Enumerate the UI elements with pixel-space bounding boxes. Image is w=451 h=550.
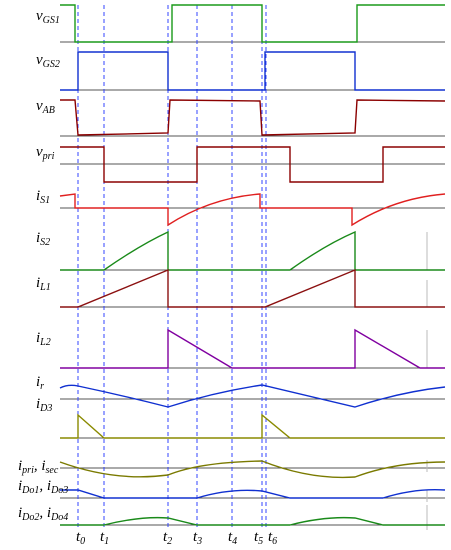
label-text: i [18,478,22,494]
label-text: i [36,330,40,346]
time-label: t2 [163,529,172,547]
subscript: Do2 [21,512,39,523]
subscript: 2 [167,536,172,547]
label-text: t [228,529,233,545]
waveforms [59,4,446,526]
subscript: 4 [232,536,237,547]
signal-label: iL1 [36,275,51,293]
label-text: t [268,529,273,545]
label-text: v [36,8,43,24]
label-text: i [36,275,40,291]
signal-label: iDo1, iDo3 [18,478,68,496]
subscript: Do1 [21,485,39,496]
label-text: v [36,52,43,68]
label-text: , i [39,505,51,521]
label-text: t [254,529,259,545]
subscript: pri [21,465,34,476]
time-label: t0 [76,529,85,547]
label-text: t [193,529,198,545]
label-text: i [36,396,40,412]
signal-label: ir [36,374,44,392]
time-label: t1 [100,529,109,547]
subscript: 6 [272,536,277,547]
time-label: t6 [268,529,277,547]
label-text: i [18,458,22,474]
subscript: 3 [196,536,202,547]
label-text: i [36,188,40,204]
time-label: t5 [254,529,263,547]
signal-label: vGS1 [36,8,60,26]
subscript: 0 [80,536,85,547]
signal-label: iS2 [36,230,50,248]
subscript: pri [42,151,55,162]
subscript: L1 [39,282,51,293]
signal-label: iS1 [36,188,50,206]
label-text: v [36,98,43,114]
baselines [60,41,445,530]
subscript: GS2 [43,59,60,70]
subscript: Do4 [50,512,68,523]
subscript: Do3 [50,485,68,496]
subscript: r [40,381,44,392]
subscript: L2 [39,337,51,348]
label-text: t [163,529,168,545]
subscript: AB [42,105,55,116]
time-label: t4 [228,529,237,547]
subscript: 5 [258,536,263,547]
time-markers [77,5,267,528]
subscript: D3 [39,403,52,414]
subscript: GS1 [43,15,60,26]
label-text: t [100,529,105,545]
label-text: i [36,230,40,246]
time-label: t3 [193,529,202,547]
subscript: S1 [40,195,50,206]
signal-label: vGS2 [36,52,60,70]
signal-label: iDo2, iDo4 [18,505,68,523]
label-text: , i [34,458,46,474]
subscript: sec [46,465,59,476]
signal-label: ipri, isec [18,458,59,476]
signal-label: vAB [36,98,55,116]
label-text: i [36,374,40,390]
signal-label: iL2 [36,330,51,348]
subscript: 1 [104,536,109,547]
label-text: i [18,505,22,521]
label-text: t [76,529,81,545]
subscript: S2 [40,237,50,248]
label-text: , i [39,478,51,494]
signal-label: vpri [36,144,55,162]
label-text: v [36,144,43,160]
signal-label: iD3 [36,396,52,414]
